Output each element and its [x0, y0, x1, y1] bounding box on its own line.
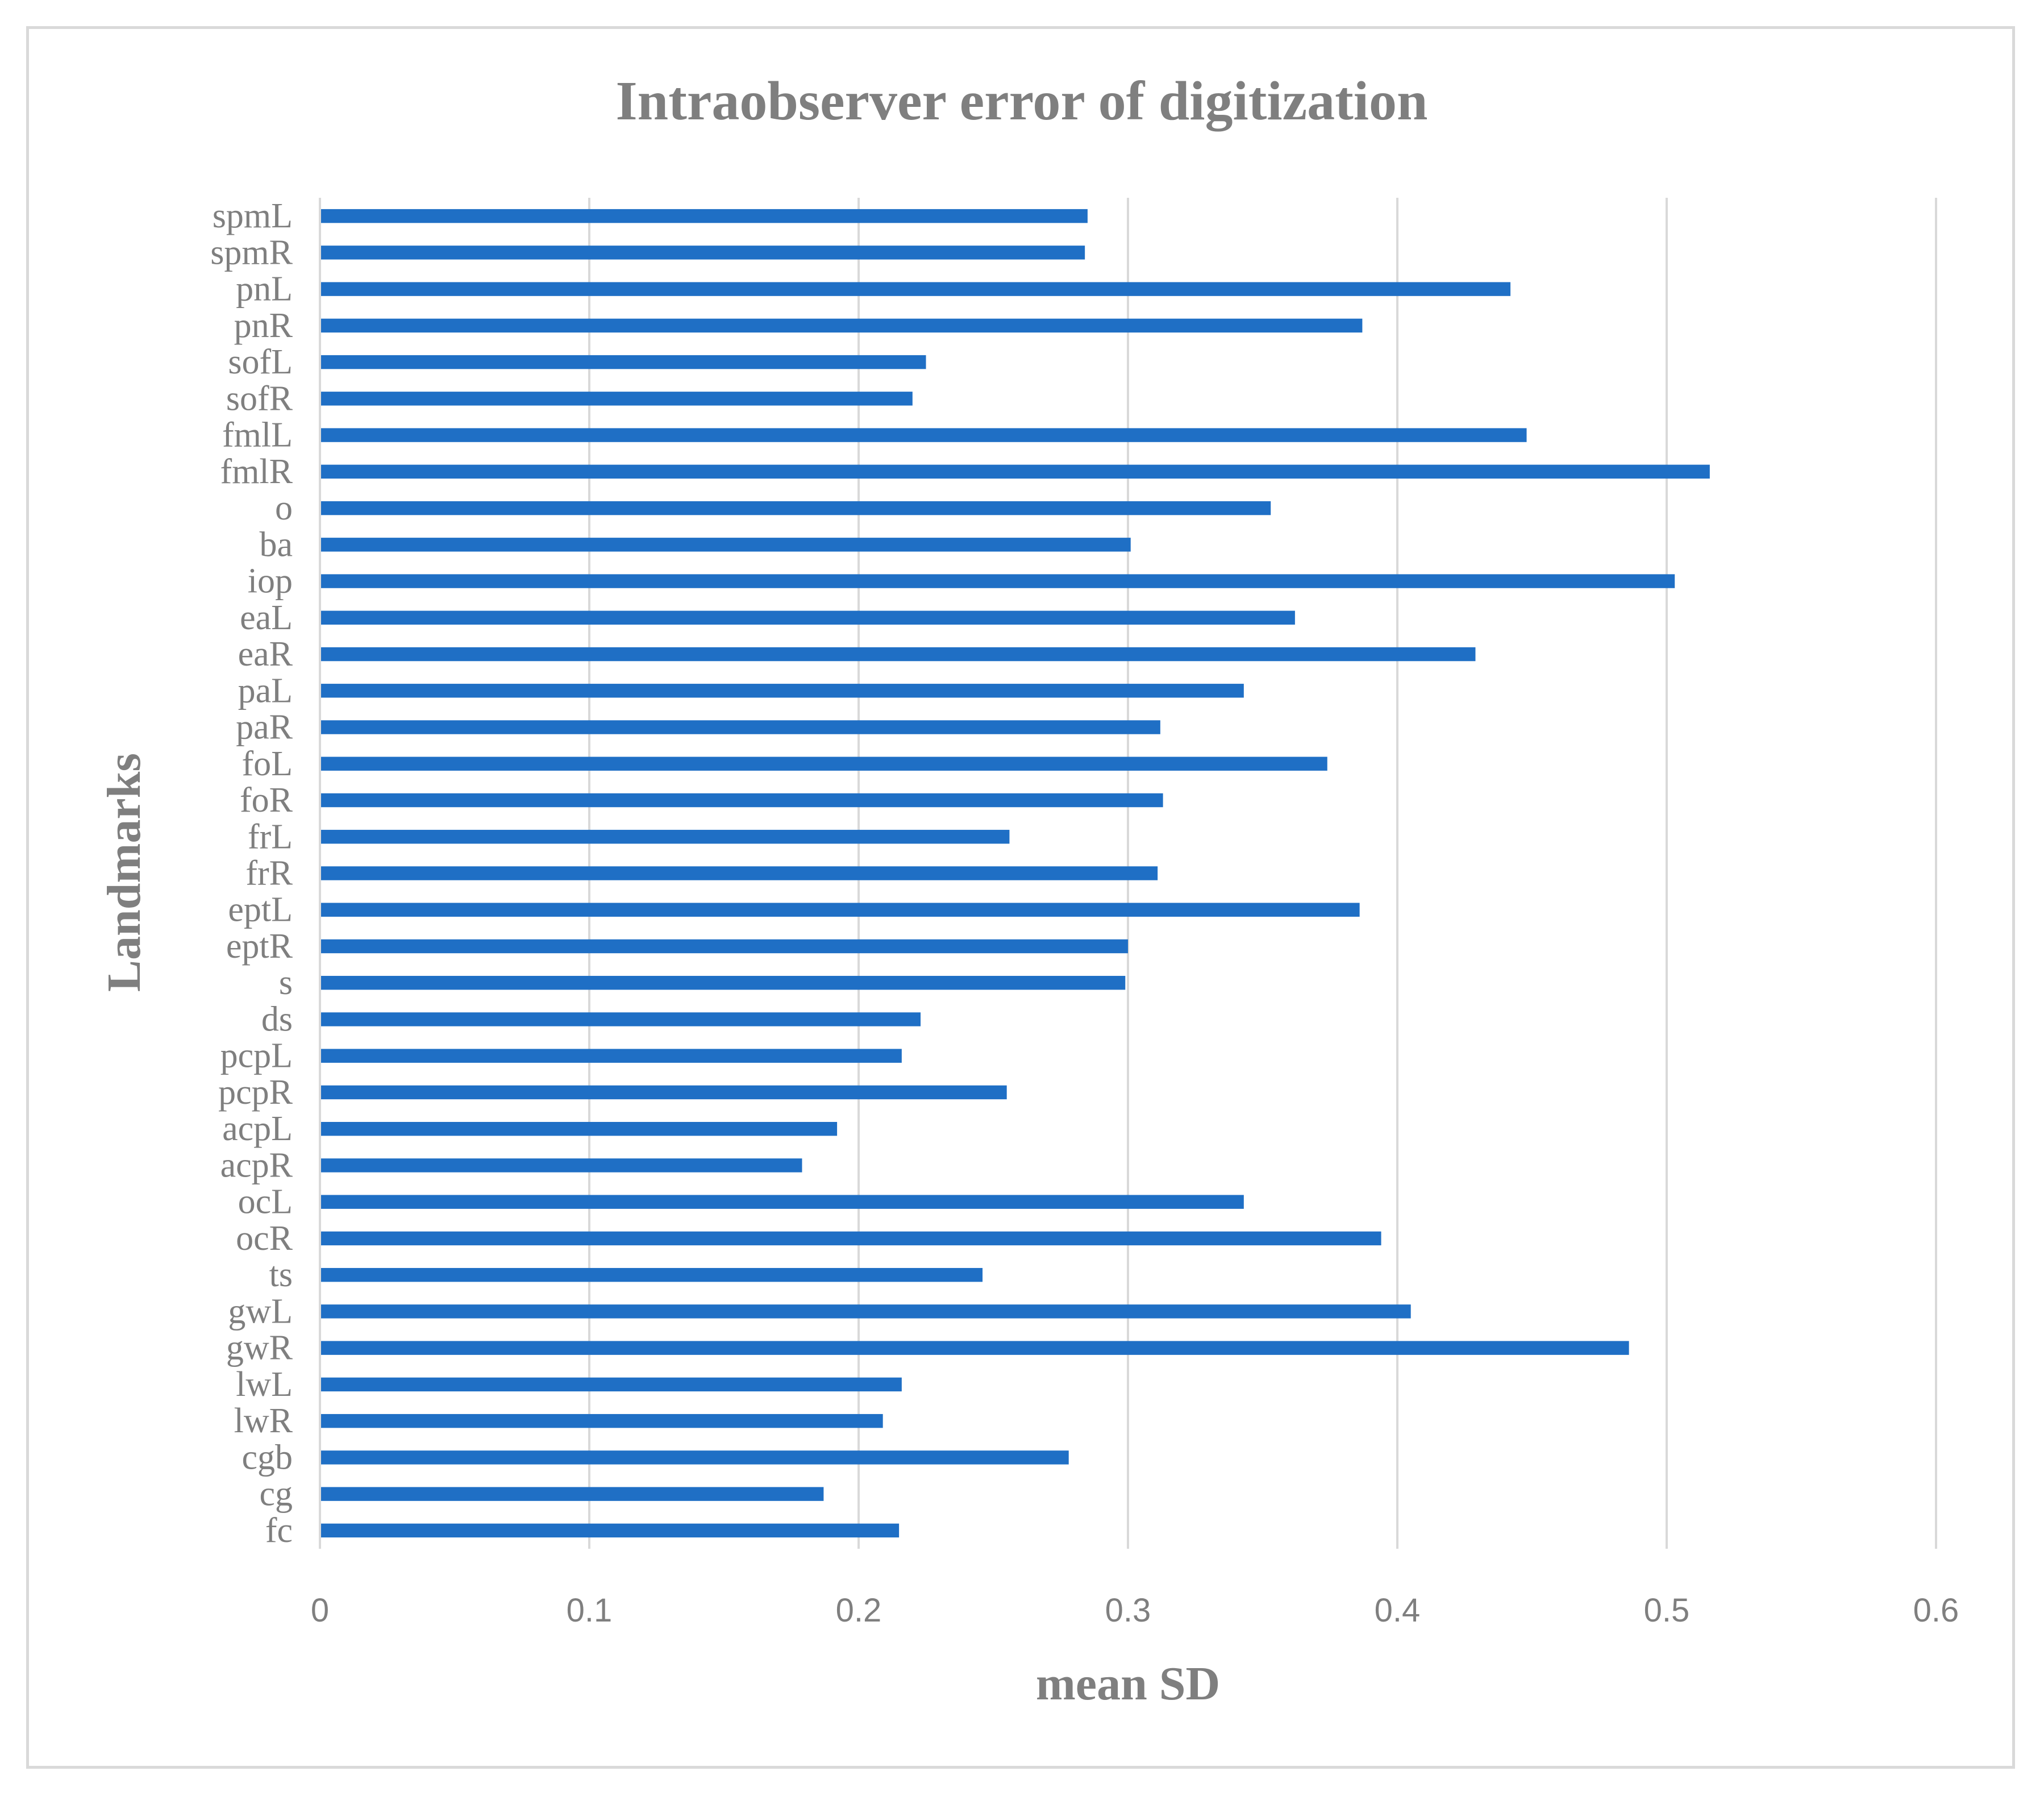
bar-eaL [320, 610, 1295, 625]
category-label-s: s [279, 963, 293, 1002]
bar-fmlL [320, 428, 1527, 442]
category-labels: spmLspmRpnLpnRsofLsofRfmlLfmlRobaiopeaLe… [210, 197, 293, 1550]
category-label-eptR: eptR [226, 927, 293, 966]
x-tick-labels: 0 0.1 0.2 0.3 0.4 0.5 0.6 [311, 1592, 1959, 1629]
category-label-fc: fc [265, 1511, 293, 1550]
chart-frame [26, 26, 2015, 1769]
category-label-sofR: sofR [226, 379, 293, 418]
category-label-fmlR: fmlR [220, 452, 293, 491]
category-label-spmR: spmR [210, 233, 293, 272]
category-label-paR: paR [236, 708, 293, 747]
bar-pnR [320, 318, 1363, 333]
category-label-fmlL: fmlL [222, 416, 293, 455]
category-label-eptL: eptL [228, 891, 293, 929]
bar-spmL [320, 209, 1088, 223]
bar-sofL [320, 355, 926, 369]
category-label-gwL: gwL [228, 1292, 293, 1331]
category-label-acpR: acpR [220, 1146, 293, 1184]
category-label-cgb: cgb [242, 1438, 293, 1477]
category-label-cg: cg [259, 1475, 293, 1514]
bar-eptL [320, 903, 1360, 917]
bar-ba [320, 538, 1131, 552]
category-label-iop: iop [248, 562, 293, 601]
bar-foL [320, 756, 1327, 771]
category-label-foL: foL [242, 745, 293, 783]
category-label-ts: ts [269, 1255, 293, 1294]
grid-lines [588, 198, 1937, 1549]
x-tick-label: 0.5 [1644, 1592, 1690, 1629]
category-label-pcpL: pcpL [220, 1037, 293, 1075]
bar-paL [320, 684, 1244, 698]
x-tick-label: 0.6 [1913, 1592, 1959, 1629]
bar-iop [320, 574, 1675, 588]
bar-o [320, 501, 1271, 515]
category-label-pcpR: pcpR [218, 1073, 293, 1112]
y-axis-title: Landmarks [98, 753, 151, 992]
x-tick-label: 0.3 [1105, 1592, 1151, 1629]
bar-cgb [320, 1450, 1069, 1465]
bar-gwR [320, 1341, 1629, 1355]
category-label-frL: frL [248, 817, 293, 856]
bar-ds [320, 1012, 921, 1026]
category-label-o: o [275, 489, 293, 527]
category-label-lwL: lwL [236, 1365, 293, 1404]
category-label-paL: paL [238, 671, 293, 710]
x-tick-label: 0.1 [567, 1592, 613, 1629]
category-label-sofL: sofL [228, 343, 293, 381]
bar-pnL [320, 282, 1511, 296]
category-label-foR: foR [240, 781, 293, 820]
category-label-ba: ba [259, 525, 293, 564]
bar-spmR [320, 246, 1085, 260]
category-label-eaL: eaL [240, 598, 293, 637]
category-label-ds: ds [261, 1000, 293, 1038]
bar-frL [320, 830, 1010, 844]
bar-fc [320, 1523, 900, 1538]
bar-s [320, 976, 1126, 990]
bar-cg [320, 1487, 824, 1501]
x-tick-label: 0.2 [836, 1592, 882, 1629]
category-label-pnR: pnR [234, 306, 293, 345]
category-label-acpL: acpL [222, 1109, 293, 1148]
bar-foR [320, 793, 1163, 808]
x-tick-label: 0.4 [1375, 1592, 1421, 1629]
bar-fmlR [320, 464, 1710, 479]
bar-gwL [320, 1304, 1411, 1319]
bar-lwR [320, 1413, 883, 1428]
bar-paR [320, 720, 1160, 734]
bar-frR [320, 866, 1158, 880]
bar-acpL [320, 1121, 838, 1136]
category-label-frR: frR [245, 854, 293, 893]
bar-lwL [320, 1377, 902, 1392]
category-label-eaR: eaR [238, 635, 293, 674]
category-label-ocL: ocL [238, 1183, 293, 1221]
bar-eaR [320, 647, 1476, 662]
category-label-pnL: pnL [236, 270, 293, 309]
x-tick-label: 0 [311, 1592, 329, 1629]
category-label-gwR: gwR [226, 1329, 293, 1367]
chart-title: Intraobserver error of digitization [616, 70, 1428, 132]
category-label-lwR: lwR [234, 1402, 293, 1440]
x-axis-title: mean SD [1036, 1657, 1220, 1710]
bar-ocL [320, 1195, 1244, 1209]
category-label-ocR: ocR [236, 1219, 293, 1258]
bar-eptR [320, 939, 1128, 954]
bars [320, 209, 1710, 1538]
bar-pcpR [320, 1085, 1007, 1100]
category-label-spmL: spmL [213, 197, 293, 235]
bar-pcpL [320, 1049, 902, 1063]
bar-sofR [320, 392, 913, 406]
bar-ocR [320, 1231, 1381, 1246]
bar-ts [320, 1267, 983, 1282]
bar-acpR [320, 1158, 802, 1173]
